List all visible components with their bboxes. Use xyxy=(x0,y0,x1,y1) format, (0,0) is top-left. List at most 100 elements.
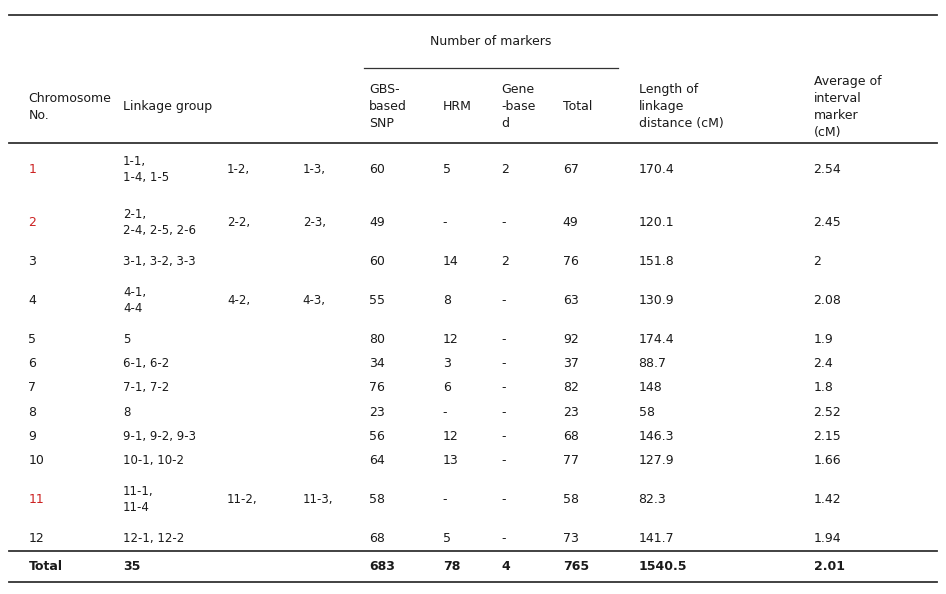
Text: 58: 58 xyxy=(563,493,579,506)
Text: 82.3: 82.3 xyxy=(639,493,666,506)
Text: 60: 60 xyxy=(369,255,385,268)
Text: 55: 55 xyxy=(369,294,385,307)
Text: 8: 8 xyxy=(123,406,131,419)
Text: 2: 2 xyxy=(501,255,509,268)
Text: 170.4: 170.4 xyxy=(639,163,674,176)
Text: 5: 5 xyxy=(123,333,131,346)
Text: 12-1, 12-2: 12-1, 12-2 xyxy=(123,532,184,545)
Text: 63: 63 xyxy=(563,294,579,307)
Text: 60: 60 xyxy=(369,163,385,176)
Text: 141.7: 141.7 xyxy=(639,532,674,545)
Text: -: - xyxy=(501,406,506,419)
Text: 64: 64 xyxy=(369,454,385,467)
Text: 4: 4 xyxy=(28,294,36,307)
Text: 3: 3 xyxy=(443,357,450,370)
Text: 1-3,: 1-3, xyxy=(303,163,325,176)
Text: -: - xyxy=(501,294,506,307)
Text: 82: 82 xyxy=(563,381,579,394)
Text: 146.3: 146.3 xyxy=(639,430,674,443)
Text: -: - xyxy=(501,216,506,229)
Text: 1.8: 1.8 xyxy=(814,381,833,394)
Text: 765: 765 xyxy=(563,560,589,573)
Text: 68: 68 xyxy=(369,532,385,545)
Text: 2.08: 2.08 xyxy=(814,294,841,307)
Text: -: - xyxy=(501,454,506,467)
Text: -: - xyxy=(501,381,506,394)
Text: 68: 68 xyxy=(563,430,579,443)
Text: 4: 4 xyxy=(501,560,510,573)
Text: 11-3,: 11-3, xyxy=(303,493,333,506)
Text: 1-2,: 1-2, xyxy=(227,163,250,176)
Text: 10: 10 xyxy=(28,454,44,467)
Text: 4-2,: 4-2, xyxy=(227,294,250,307)
Text: 127.9: 127.9 xyxy=(639,454,674,467)
Text: -: - xyxy=(501,532,506,545)
Text: 76: 76 xyxy=(369,381,385,394)
Text: 9-1, 9-2, 9-3: 9-1, 9-2, 9-3 xyxy=(123,430,196,443)
Text: 5: 5 xyxy=(28,333,36,346)
Text: 10-1, 10-2: 10-1, 10-2 xyxy=(123,454,184,467)
Text: 174.4: 174.4 xyxy=(639,333,674,346)
Text: 56: 56 xyxy=(369,430,385,443)
Text: 11-1,
11-4: 11-1, 11-4 xyxy=(123,485,153,514)
Text: 6: 6 xyxy=(443,381,450,394)
Text: -: - xyxy=(501,493,506,506)
Text: 148: 148 xyxy=(639,381,662,394)
Text: 683: 683 xyxy=(369,560,394,573)
Text: 1.42: 1.42 xyxy=(814,493,841,506)
Text: 2.15: 2.15 xyxy=(814,430,841,443)
Text: -: - xyxy=(443,216,447,229)
Text: 6-1, 6-2: 6-1, 6-2 xyxy=(123,357,169,370)
Text: Linkage group: Linkage group xyxy=(123,100,212,113)
Text: 1.9: 1.9 xyxy=(814,333,833,346)
Text: 1: 1 xyxy=(28,163,36,176)
Text: 2-3,: 2-3, xyxy=(303,216,325,229)
Text: 58: 58 xyxy=(639,406,655,419)
Text: 73: 73 xyxy=(563,532,579,545)
Text: Total: Total xyxy=(28,560,62,573)
Text: 4-3,: 4-3, xyxy=(303,294,325,307)
Text: 23: 23 xyxy=(563,406,579,419)
Text: -: - xyxy=(443,493,447,506)
Text: 6: 6 xyxy=(28,357,36,370)
Text: 37: 37 xyxy=(563,357,579,370)
Text: Number of markers: Number of markers xyxy=(430,35,552,48)
Text: 58: 58 xyxy=(369,493,385,506)
Text: Total: Total xyxy=(563,100,592,113)
Text: Average of
interval
marker
(cM): Average of interval marker (cM) xyxy=(814,75,881,139)
Text: GBS-
based
SNP: GBS- based SNP xyxy=(369,83,407,131)
Text: 7: 7 xyxy=(28,381,36,394)
Text: -: - xyxy=(501,333,506,346)
Text: -: - xyxy=(501,430,506,443)
Text: 2: 2 xyxy=(28,216,36,229)
Text: 12: 12 xyxy=(443,333,459,346)
Text: 9: 9 xyxy=(28,430,36,443)
Text: HRM: HRM xyxy=(443,100,472,113)
Text: 5: 5 xyxy=(443,532,450,545)
Text: Chromosome
No.: Chromosome No. xyxy=(28,92,112,122)
Text: 8: 8 xyxy=(28,406,36,419)
Text: 35: 35 xyxy=(123,560,140,573)
Text: 3-1, 3-2, 3-3: 3-1, 3-2, 3-3 xyxy=(123,255,196,268)
Text: 14: 14 xyxy=(443,255,459,268)
Text: 130.9: 130.9 xyxy=(639,294,674,307)
Text: -: - xyxy=(443,406,447,419)
Text: 49: 49 xyxy=(563,216,579,229)
Text: 13: 13 xyxy=(443,454,459,467)
Text: 2.45: 2.45 xyxy=(814,216,841,229)
Text: 12: 12 xyxy=(443,430,459,443)
Text: 88.7: 88.7 xyxy=(639,357,667,370)
Text: 1.66: 1.66 xyxy=(814,454,841,467)
Text: 2-2,: 2-2, xyxy=(227,216,250,229)
Text: 3: 3 xyxy=(28,255,36,268)
Text: 1-1,
1-4, 1-5: 1-1, 1-4, 1-5 xyxy=(123,154,169,184)
Text: 12: 12 xyxy=(28,532,44,545)
Text: 80: 80 xyxy=(369,333,385,346)
Text: 77: 77 xyxy=(563,454,579,467)
Text: 11: 11 xyxy=(28,493,44,506)
Text: 11-2,: 11-2, xyxy=(227,493,257,506)
Text: 8: 8 xyxy=(443,294,450,307)
Text: 34: 34 xyxy=(369,357,385,370)
Text: 2: 2 xyxy=(501,163,509,176)
Text: 5: 5 xyxy=(443,163,450,176)
